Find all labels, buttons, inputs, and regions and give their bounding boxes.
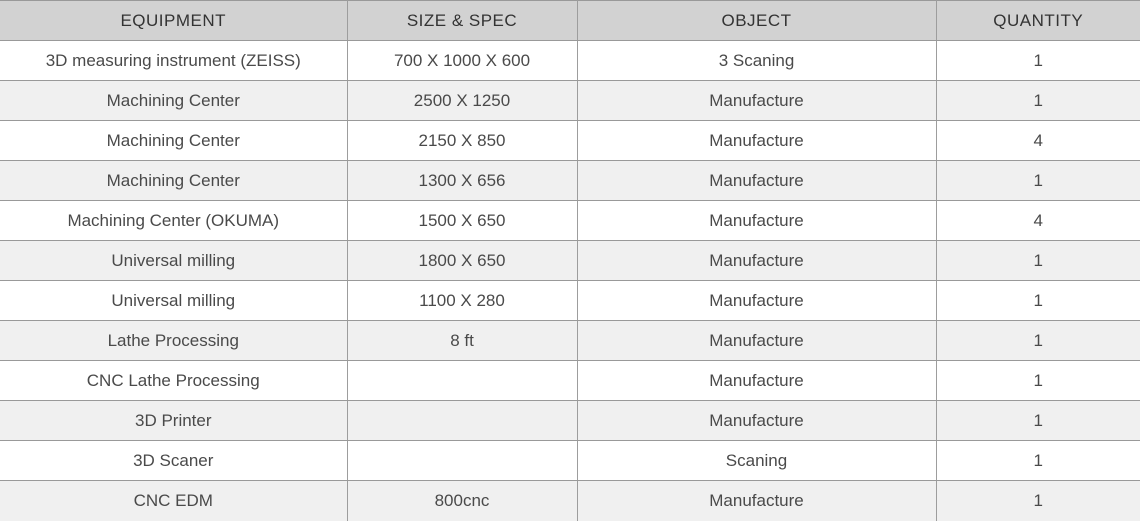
cell-equipment: 3D Printer: [0, 400, 347, 441]
table-row: CNC Lathe Processing Manufacture 1: [0, 360, 1140, 401]
cell-equipment: 3D Scaner: [0, 440, 347, 481]
cell-size-spec: 2500 X 1250: [346, 80, 577, 121]
cell-quantity: 1: [935, 400, 1140, 441]
header-row: EQUIPMENT SIZE & SPEC OBJECT QUANTITY: [0, 0, 1140, 41]
cell-size-spec: 1300 X 656: [346, 160, 577, 201]
cell-size-spec: 2150 X 850: [346, 120, 577, 161]
cell-quantity: 1: [935, 360, 1140, 401]
table-row: Lathe Processing 8 ft Manufacture 1: [0, 320, 1140, 361]
cell-object: Manufacture: [576, 280, 936, 321]
cell-quantity: 4: [935, 200, 1140, 241]
cell-object: Manufacture: [576, 160, 936, 201]
column-header-size-spec: SIZE & SPEC: [346, 0, 577, 41]
cell-object: Manufacture: [576, 480, 936, 521]
cell-object: Manufacture: [576, 400, 936, 441]
cell-size-spec: 1100 X 280: [346, 280, 577, 321]
cell-equipment: Machining Center: [0, 120, 347, 161]
table-row: Machining Center 2150 X 850 Manufacture …: [0, 120, 1140, 161]
cell-equipment: Universal milling: [0, 240, 347, 281]
cell-equipment: Lathe Processing: [0, 320, 347, 361]
cell-object: Manufacture: [576, 120, 936, 161]
table-header: EQUIPMENT SIZE & SPEC OBJECT QUANTITY: [0, 0, 1140, 41]
cell-quantity: 1: [935, 320, 1140, 361]
cell-equipment: Machining Center (OKUMA): [0, 200, 347, 241]
cell-object: Manufacture: [576, 360, 936, 401]
cell-quantity: 1: [935, 160, 1140, 201]
table-row: Machining Center 1300 X 656 Manufacture …: [0, 160, 1140, 201]
column-header-equipment: EQUIPMENT: [0, 0, 347, 41]
cell-size-spec: 1800 X 650: [346, 240, 577, 281]
cell-quantity: 1: [935, 80, 1140, 121]
cell-equipment: Machining Center: [0, 160, 347, 201]
cell-size-spec: [346, 400, 577, 441]
table-row: 3D measuring instrument (ZEISS) 700 X 10…: [0, 40, 1140, 81]
table-row: Machining Center (OKUMA) 1500 X 650 Manu…: [0, 200, 1140, 241]
cell-quantity: 4: [935, 120, 1140, 161]
cell-object: Manufacture: [576, 240, 936, 281]
cell-equipment: Universal milling: [0, 280, 347, 321]
cell-object: Manufacture: [576, 320, 936, 361]
cell-object: Manufacture: [576, 80, 936, 121]
cell-quantity: 1: [935, 40, 1140, 81]
cell-equipment: Machining Center: [0, 80, 347, 121]
cell-size-spec: 800cnc: [346, 480, 577, 521]
cell-size-spec: 8 ft: [346, 320, 577, 361]
cell-equipment: 3D measuring instrument (ZEISS): [0, 40, 347, 81]
cell-size-spec: 700 X 1000 X 600: [346, 40, 577, 81]
cell-size-spec: [346, 360, 577, 401]
cell-quantity: 1: [935, 280, 1140, 321]
table-row: 3D Printer Manufacture 1: [0, 400, 1140, 441]
table-row: 3D Scaner Scaning 1: [0, 440, 1140, 481]
cell-size-spec: [346, 440, 577, 481]
column-header-object: OBJECT: [576, 0, 936, 41]
table-row: Machining Center 2500 X 1250 Manufacture…: [0, 80, 1140, 121]
table-row: Universal milling 1100 X 280 Manufacture…: [0, 280, 1140, 321]
cell-object: 3 Scaning: [576, 40, 936, 81]
table-row: Universal milling 1800 X 650 Manufacture…: [0, 240, 1140, 281]
cell-equipment: CNC Lathe Processing: [0, 360, 347, 401]
cell-object: Scaning: [576, 440, 936, 481]
cell-object: Manufacture: [576, 200, 936, 241]
column-header-quantity: QUANTITY: [935, 0, 1140, 41]
cell-size-spec: 1500 X 650: [346, 200, 577, 241]
table-body: 3D measuring instrument (ZEISS) 700 X 10…: [0, 40, 1140, 521]
cell-quantity: 1: [935, 240, 1140, 281]
table-row: CNC EDM 800cnc Manufacture 1: [0, 480, 1140, 521]
cell-quantity: 1: [935, 440, 1140, 481]
cell-equipment: CNC EDM: [0, 480, 347, 521]
cell-quantity: 1: [935, 480, 1140, 521]
